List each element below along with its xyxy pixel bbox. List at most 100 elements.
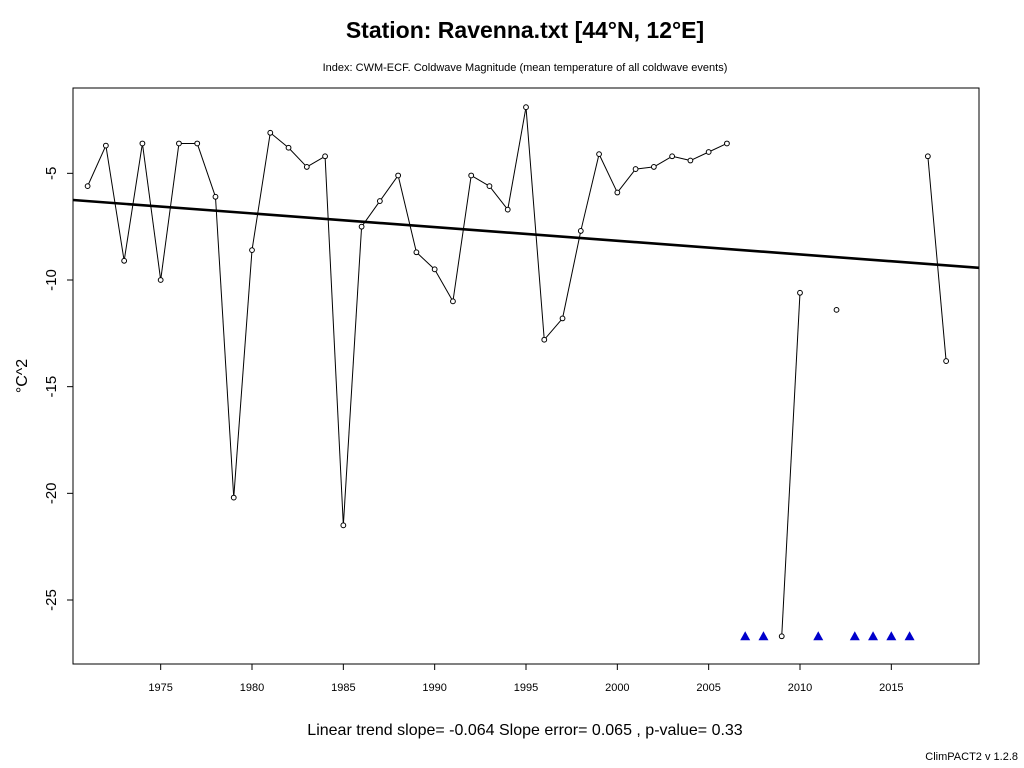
- series-segment: [141, 143, 162, 281]
- missing-marker: [813, 631, 824, 641]
- missing-marker: [868, 631, 879, 641]
- data-point: [431, 266, 438, 273]
- series-segment: [635, 166, 654, 170]
- series-segment: [781, 292, 801, 637]
- data-point: [376, 198, 383, 204]
- missing-marker: [740, 631, 751, 641]
- data-point: [943, 358, 950, 364]
- data-points: [84, 104, 950, 640]
- data-point: [176, 140, 182, 147]
- data-point: [212, 193, 219, 200]
- x-tick-label: 2015: [879, 682, 903, 694]
- series-segment: [87, 145, 107, 187]
- series-segment: [306, 155, 326, 168]
- chart-title: Station: Ravenna.txt [44°N, 12°E]: [346, 17, 704, 43]
- series-segment: [434, 269, 454, 302]
- series-segment: [470, 175, 490, 187]
- data-point: [778, 633, 785, 640]
- series-segment: [416, 251, 436, 270]
- chart-subtitle: Index: CWM-ECF. Coldwave Magnitude (mean…: [323, 62, 728, 74]
- series-segment: [269, 132, 289, 149]
- x-axis: 1975 1980 1985 1990 1995 2000 2005 2010 2015: [148, 664, 904, 694]
- series-segment: [543, 318, 563, 341]
- series-segment: [653, 155, 673, 168]
- trend-line-group: [72, 198, 980, 270]
- series-segment: [580, 154, 600, 232]
- data-point: [523, 104, 529, 111]
- x-tick-label: 1980: [240, 682, 264, 694]
- y-tick-label: -20: [43, 482, 60, 504]
- series-segment: [324, 156, 344, 526]
- data-point: [486, 183, 493, 190]
- plot-frame: [72, 87, 980, 665]
- y-tick-label: -5: [43, 167, 60, 180]
- series-segment: [507, 107, 527, 210]
- data-point: [504, 206, 511, 213]
- x-tick-label: 2010: [788, 682, 812, 694]
- data-point: [267, 129, 274, 136]
- series-segment: [214, 196, 235, 498]
- series-segment: [525, 107, 545, 340]
- data-point: [303, 164, 310, 170]
- x-tick-label: 1985: [331, 682, 355, 694]
- missing-marker: [904, 631, 915, 641]
- series-segment: [672, 155, 691, 162]
- data-point: [596, 151, 602, 158]
- data-point: [322, 153, 328, 160]
- trend-summary: Linear trend slope= -0.064 Slope error= …: [307, 722, 743, 739]
- missing-marker: [886, 631, 897, 641]
- series-segment: [489, 185, 509, 210]
- data-point: [632, 166, 639, 172]
- data-point: [650, 164, 657, 170]
- series-segment: [160, 143, 180, 281]
- data-point: [669, 153, 676, 160]
- data-point: [395, 172, 402, 179]
- series-segment: [690, 151, 709, 161]
- data-point: [285, 144, 292, 151]
- x-tick-label: 1975: [148, 682, 172, 694]
- data-point: [724, 140, 730, 147]
- data-point: [614, 189, 621, 196]
- data-point: [194, 140, 201, 147]
- series-segment: [288, 147, 308, 168]
- x-tick-label: 1990: [422, 682, 446, 694]
- y-tick-label: -15: [43, 376, 60, 398]
- data-point: [102, 142, 109, 149]
- software-credit: ClimPACT2 v 1.2.8: [925, 751, 1018, 763]
- series-segment: [708, 143, 728, 153]
- data-point: [230, 494, 237, 501]
- data-point: [924, 153, 931, 160]
- data-point: [797, 289, 803, 296]
- data-point: [249, 247, 255, 254]
- series-segment: [616, 168, 636, 193]
- data-point: [468, 172, 475, 179]
- x-tick-label: 2000: [605, 682, 629, 694]
- data-point: [450, 298, 456, 305]
- data-point: [833, 306, 840, 313]
- trend-line: [72, 198, 980, 270]
- missing-markers: [740, 631, 915, 641]
- x-tick-label: 1995: [514, 682, 538, 694]
- data-point: [121, 257, 128, 264]
- series-segment: [251, 132, 271, 251]
- y-tick-label: -10: [43, 269, 60, 291]
- missing-marker: [849, 631, 860, 641]
- series-segment: [342, 226, 363, 526]
- data-point: [577, 228, 584, 234]
- y-tick-label: -25: [43, 589, 60, 611]
- series-line: [87, 107, 947, 637]
- data-point: [541, 336, 548, 343]
- series-segment: [233, 250, 253, 498]
- series-segment: [379, 175, 399, 202]
- data-point: [139, 140, 146, 147]
- data-point: [84, 183, 91, 190]
- data-point: [687, 157, 694, 164]
- data-point: [340, 522, 347, 529]
- missing-marker: [758, 631, 769, 641]
- series-segment: [196, 143, 216, 197]
- data-point: [559, 315, 566, 322]
- data-point: [705, 149, 712, 155]
- series-segment: [397, 175, 417, 253]
- series-segment: [927, 156, 947, 362]
